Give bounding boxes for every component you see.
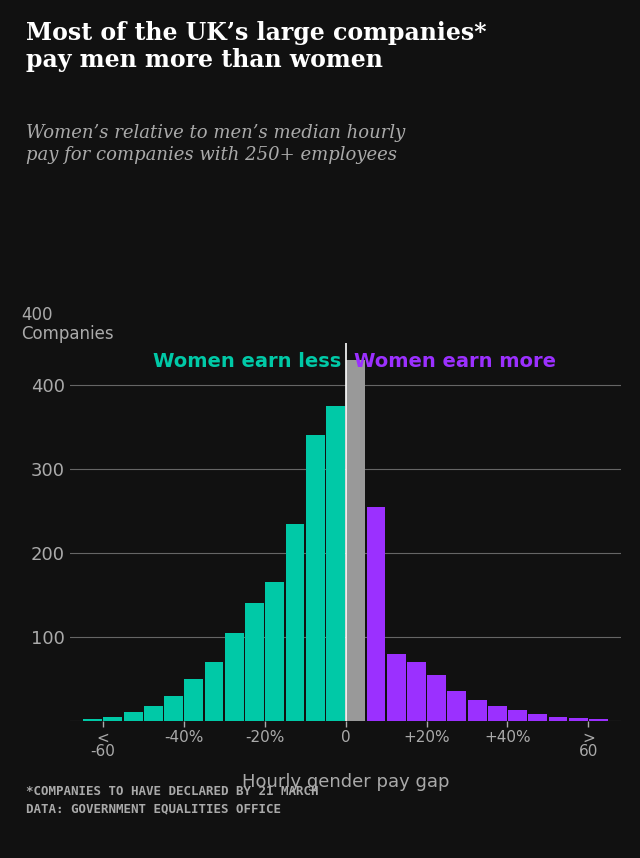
- Bar: [124, 712, 143, 721]
- Text: Women earn less: Women earn less: [154, 352, 342, 371]
- Bar: [205, 662, 223, 721]
- Bar: [83, 719, 102, 721]
- Bar: [266, 583, 284, 721]
- Bar: [326, 406, 345, 721]
- Bar: [346, 360, 365, 721]
- Bar: [387, 654, 406, 721]
- Text: 400
Companies: 400 Companies: [21, 305, 113, 343]
- Bar: [428, 674, 446, 721]
- Bar: [367, 507, 385, 721]
- Bar: [468, 700, 486, 721]
- Text: Most of the UK’s large companies*
pay men more than women: Most of the UK’s large companies* pay me…: [26, 21, 486, 72]
- Text: Women earn more: Women earn more: [354, 352, 556, 371]
- Bar: [589, 719, 608, 721]
- Bar: [184, 679, 204, 721]
- Bar: [306, 436, 324, 721]
- Bar: [508, 710, 527, 721]
- Bar: [529, 714, 547, 721]
- X-axis label: Hourly gender pay gap: Hourly gender pay gap: [242, 773, 449, 791]
- Bar: [285, 523, 305, 721]
- Text: *COMPANIES TO HAVE DECLARED BY 21 MARCH
DATA: GOVERNMENT EQUALITIES OFFICE: *COMPANIES TO HAVE DECLARED BY 21 MARCH …: [26, 785, 318, 815]
- Text: Women’s relative to men’s median hourly
pay for companies with 250+ employees: Women’s relative to men’s median hourly …: [26, 124, 405, 164]
- Bar: [447, 692, 467, 721]
- Bar: [407, 662, 426, 721]
- Bar: [144, 705, 163, 721]
- Bar: [104, 716, 122, 721]
- Bar: [225, 632, 244, 721]
- Bar: [245, 603, 264, 721]
- Bar: [548, 716, 568, 721]
- Bar: [488, 705, 507, 721]
- Bar: [164, 696, 183, 721]
- Bar: [569, 718, 588, 721]
